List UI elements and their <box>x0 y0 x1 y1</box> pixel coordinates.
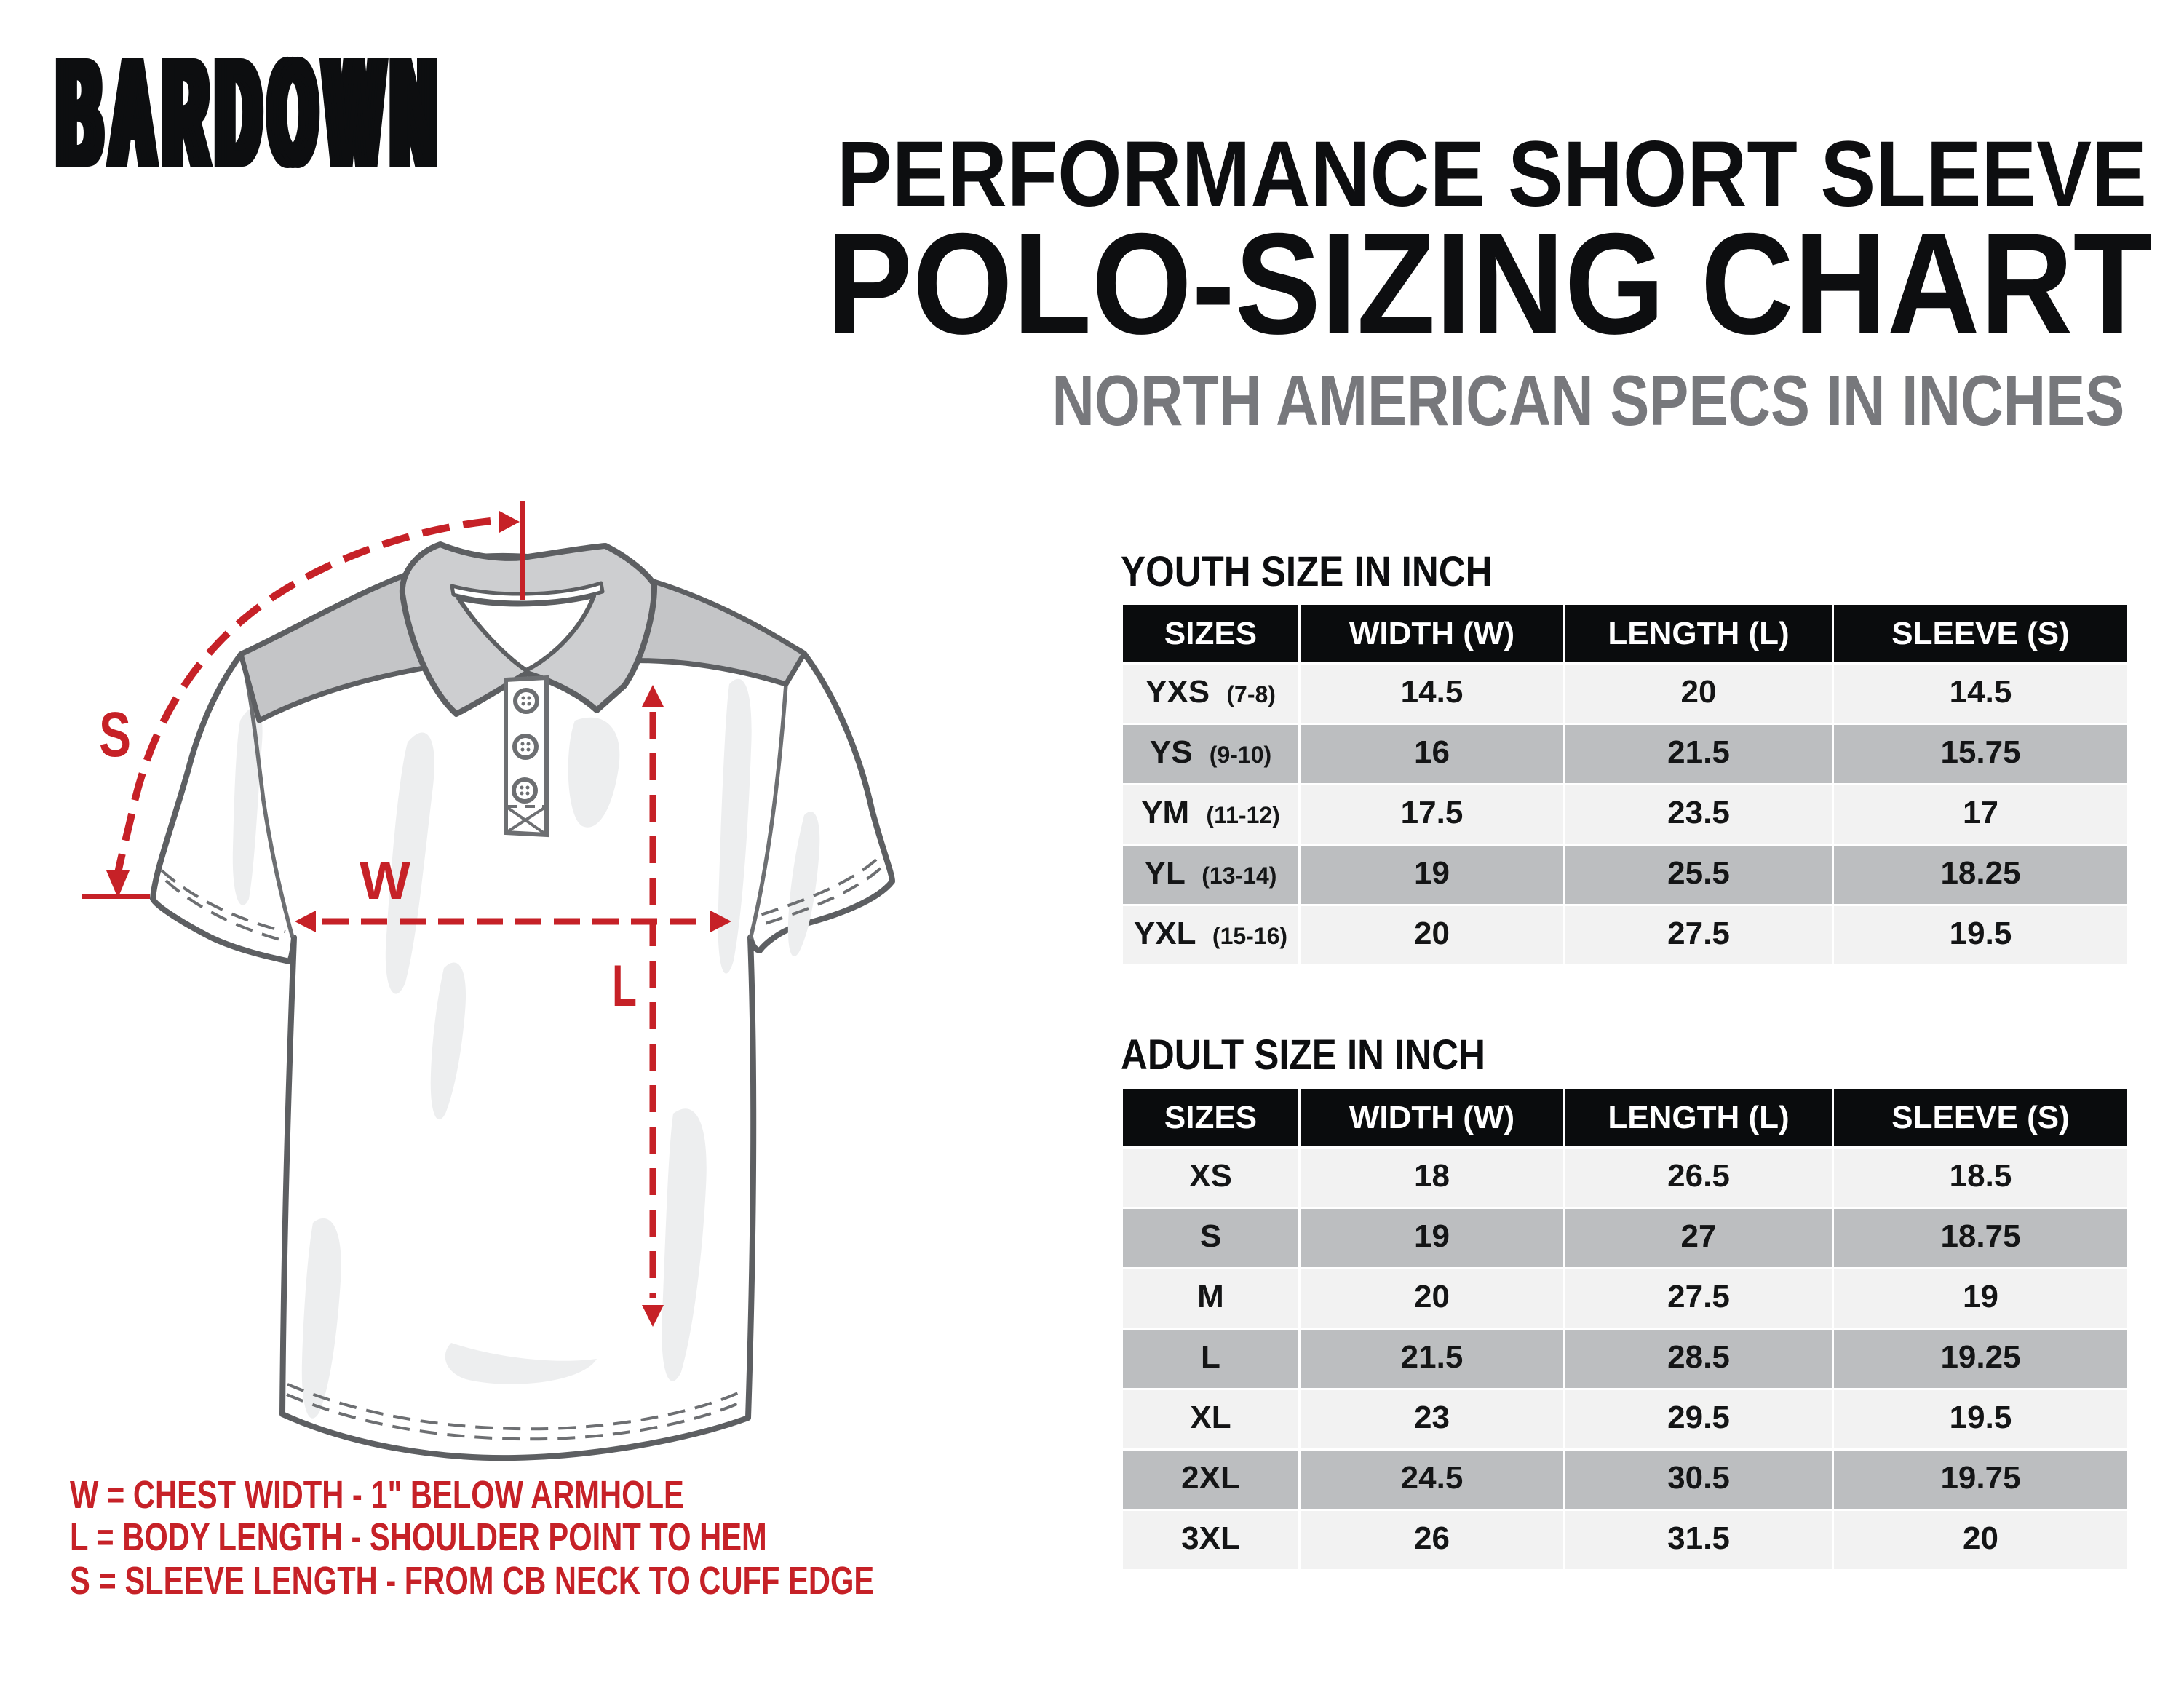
svg-text:L: L <box>612 953 637 1019</box>
svg-text:S: S <box>99 699 131 770</box>
svg-text:W: W <box>360 852 410 911</box>
